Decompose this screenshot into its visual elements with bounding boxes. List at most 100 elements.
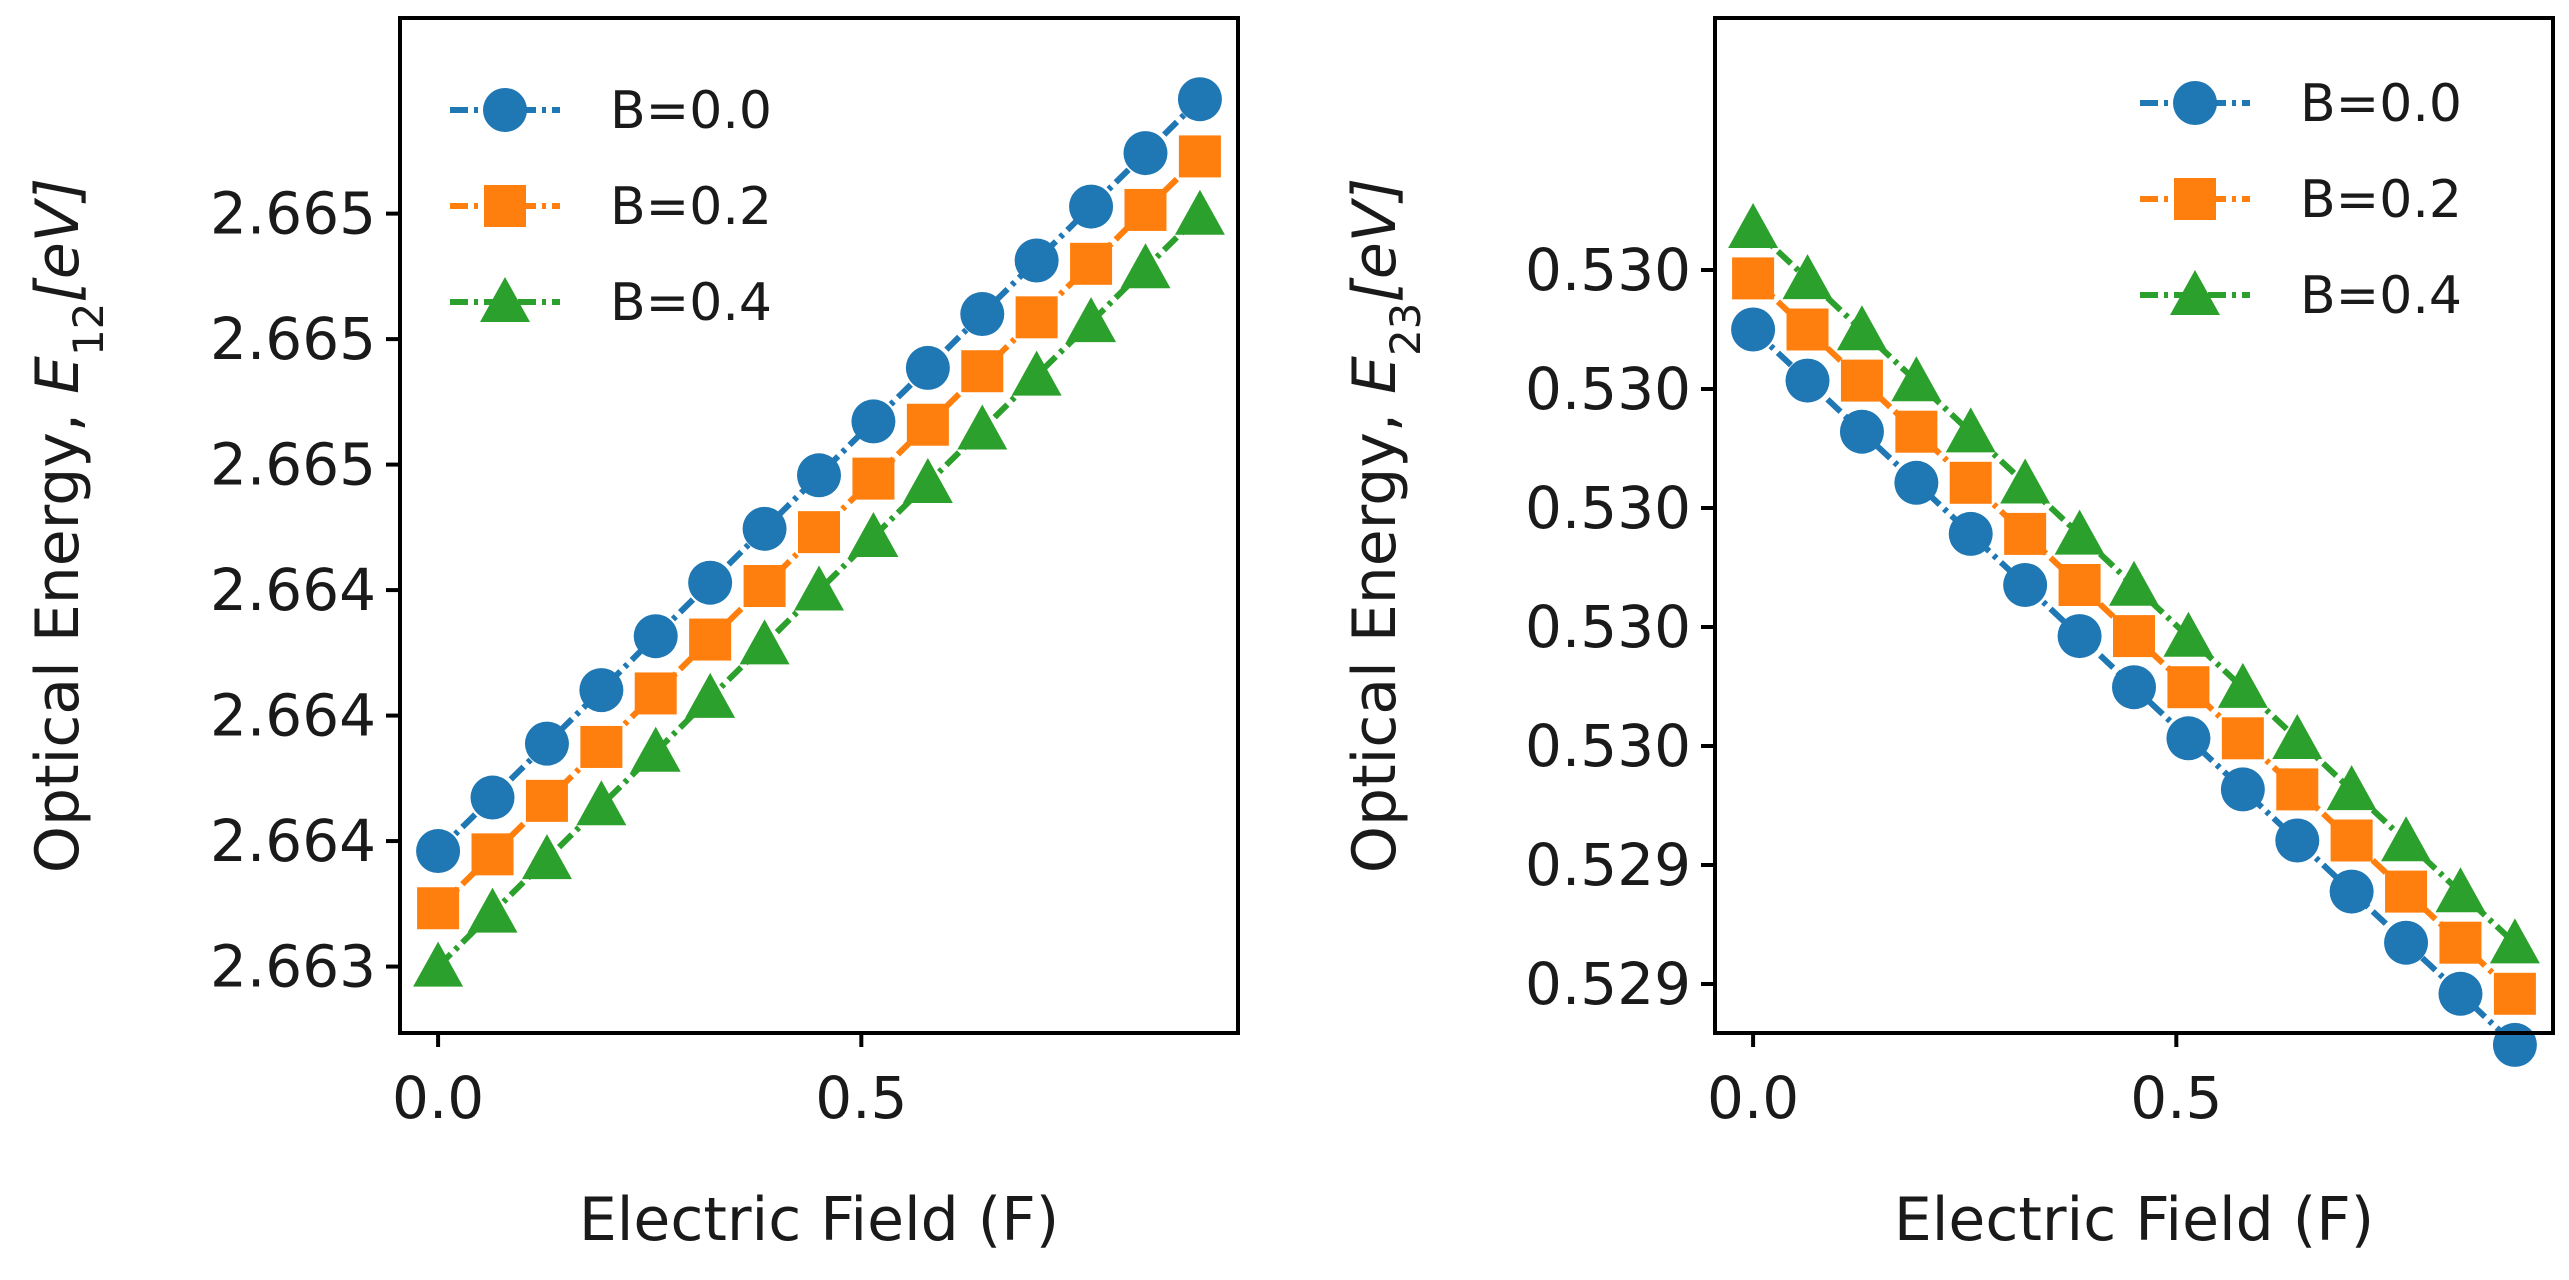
data-point bbox=[739, 619, 790, 665]
data-point bbox=[2004, 512, 2047, 555]
legend-marker bbox=[483, 88, 527, 132]
data-point bbox=[2385, 870, 2428, 913]
y-axis-label: Optical Energy, E23[eV] bbox=[1340, 178, 1430, 873]
data-point bbox=[2326, 765, 2377, 811]
data-point bbox=[2493, 972, 2536, 1015]
data-point bbox=[2167, 666, 2210, 709]
x-tick-label: 0.0 bbox=[1707, 1064, 1799, 1132]
y-tick-label: 2.664 bbox=[210, 556, 376, 624]
data-point bbox=[1782, 254, 1833, 300]
data-point bbox=[2109, 560, 2159, 606]
data-point bbox=[1120, 243, 1171, 289]
data-point bbox=[2000, 458, 2051, 504]
data-point bbox=[524, 721, 569, 766]
y-tick-label: 2.665 bbox=[210, 305, 376, 373]
legend-marker bbox=[2170, 270, 2220, 315]
right-panel: 0.529 0.529 0.530 0.530 0.530 0.530 0.530 0.0 0.… bbox=[1340, 16, 2555, 1255]
y-label-prefix: Optical Energy, bbox=[1340, 394, 1410, 873]
data-point bbox=[1948, 511, 1993, 556]
data-point bbox=[417, 887, 460, 930]
legend-marker bbox=[480, 277, 530, 322]
data-point bbox=[688, 560, 733, 605]
data-point bbox=[2330, 819, 2373, 862]
y-tick-label: 0.530 bbox=[1525, 236, 1691, 304]
y-label-subscript: 23 bbox=[1381, 303, 1430, 356]
y-tick-label: 0.530 bbox=[1525, 712, 1691, 780]
y-label-unit: [eV] bbox=[1340, 178, 1410, 303]
data-point bbox=[742, 506, 787, 551]
data-point bbox=[2058, 564, 2101, 606]
y-label-prefix: Optical Energy, bbox=[23, 394, 93, 873]
legend-item: B=0.4 bbox=[2140, 266, 2462, 326]
data-point bbox=[1731, 307, 1776, 352]
data-point bbox=[957, 404, 1008, 450]
x-tick-label: 0.5 bbox=[815, 1064, 907, 1132]
data-point bbox=[2166, 716, 2211, 761]
data-point bbox=[2057, 614, 2102, 659]
data-point bbox=[902, 458, 953, 504]
x-tick-label: 0.5 bbox=[2130, 1064, 2222, 1132]
data-point bbox=[1894, 460, 1939, 505]
y-tick-label: 0.530 bbox=[1525, 593, 1691, 661]
data-point bbox=[2272, 714, 2323, 759]
data-point bbox=[2217, 662, 2268, 708]
data-point bbox=[1891, 356, 1942, 402]
y-tick-label: 0.529 bbox=[1525, 831, 1691, 899]
legend-label: B=0.0 bbox=[610, 81, 772, 141]
data-point bbox=[1069, 184, 1114, 229]
series-b-0-0 bbox=[1731, 307, 2537, 1067]
data-point bbox=[743, 565, 786, 608]
legend-marker bbox=[2174, 178, 2216, 220]
data-point bbox=[2329, 869, 2374, 914]
data-point bbox=[1066, 297, 1117, 343]
data-point bbox=[1839, 409, 1884, 454]
series-b-0-2 bbox=[417, 135, 1221, 930]
legend-item: B=0.4 bbox=[450, 273, 772, 333]
data-point bbox=[471, 833, 514, 876]
data-point bbox=[2275, 818, 2320, 863]
x-axis-label: Electric Field (F) bbox=[579, 1185, 1059, 1255]
data-point bbox=[580, 725, 623, 768]
series-b-0-4 bbox=[1728, 203, 2540, 964]
data-point bbox=[848, 511, 899, 557]
data-point bbox=[1728, 203, 1779, 248]
data-point bbox=[413, 941, 464, 987]
data-point bbox=[2439, 921, 2482, 964]
legend-marker bbox=[484, 185, 526, 227]
data-point bbox=[1895, 410, 1938, 453]
data-point bbox=[630, 726, 681, 772]
data-point bbox=[521, 834, 572, 880]
y-tick-label: 2.665 bbox=[210, 431, 376, 499]
plot-frame bbox=[398, 16, 1240, 1035]
data-point bbox=[851, 399, 896, 444]
data-point bbox=[2381, 816, 2432, 862]
data-point bbox=[2489, 918, 2540, 964]
data-point bbox=[1174, 189, 1225, 235]
y-tick-label: 0.530 bbox=[1525, 474, 1691, 542]
data-point bbox=[798, 511, 840, 554]
data-point bbox=[634, 672, 677, 715]
legend-label: B=0.4 bbox=[610, 273, 772, 333]
legend-label: B=0.4 bbox=[2300, 266, 2462, 326]
data-point bbox=[2221, 717, 2264, 760]
data-point bbox=[1949, 461, 1992, 504]
data-point bbox=[2003, 563, 2048, 607]
data-point bbox=[852, 457, 895, 500]
data-point bbox=[416, 829, 461, 874]
y-tick-label: 2.664 bbox=[210, 682, 376, 750]
data-point bbox=[1124, 188, 1167, 231]
data-point bbox=[633, 614, 678, 659]
data-point bbox=[576, 780, 627, 826]
y-axis-label: Optical Energy, E12[eV] bbox=[23, 178, 113, 873]
data-point bbox=[1945, 407, 1996, 453]
data-point bbox=[1785, 358, 1830, 403]
y-tick-label: 0.530 bbox=[1525, 355, 1691, 423]
data-point bbox=[1014, 238, 1059, 283]
y-label-symbol: E bbox=[23, 356, 93, 394]
x-tick-label: 0.0 bbox=[392, 1064, 484, 1132]
legend: B=0.0 B=0.2 B=0.4 bbox=[450, 81, 772, 333]
data-point bbox=[1178, 135, 1221, 178]
data-point bbox=[2276, 768, 2319, 811]
data-point bbox=[1011, 350, 1062, 396]
